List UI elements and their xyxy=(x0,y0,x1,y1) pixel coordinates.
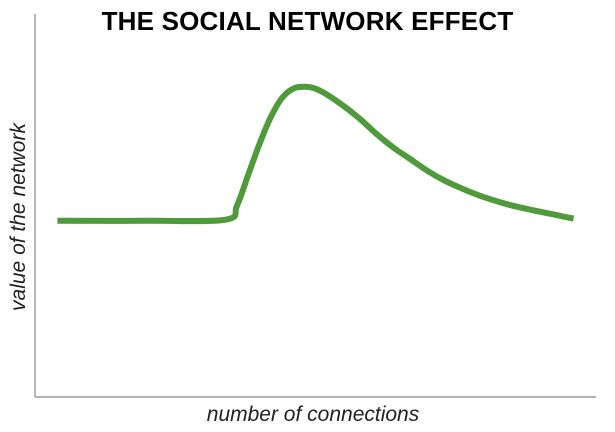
series-layer xyxy=(57,83,575,225)
series-line-0 xyxy=(57,83,575,225)
x-axis-label: number of connections xyxy=(207,403,420,426)
y-axis-label: value of the network xyxy=(7,122,30,311)
chart-title: THE SOCIAL NETWORK EFFECT xyxy=(101,6,514,36)
